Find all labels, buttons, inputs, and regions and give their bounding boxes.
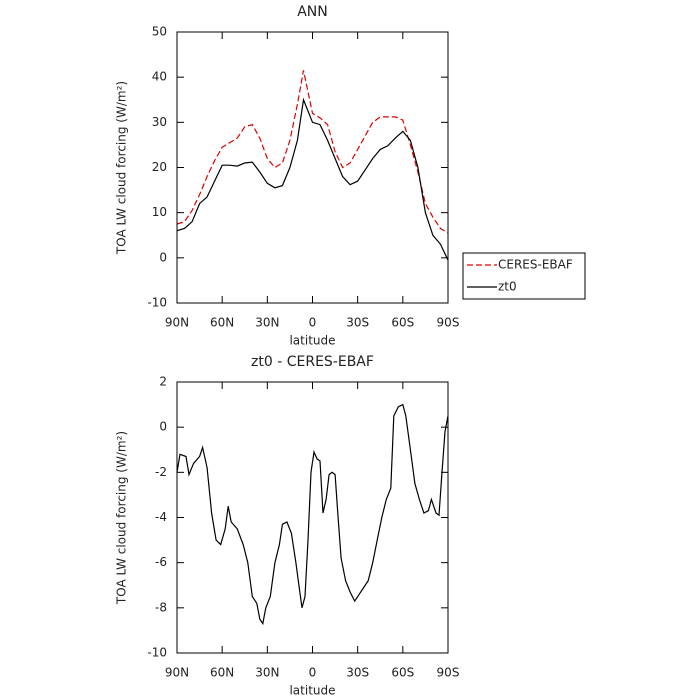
y-axis-label: TOA LW cloud forcing (W/m²) bbox=[115, 81, 129, 255]
x-tick-label: 90S bbox=[437, 666, 460, 680]
y-tick-label: 2 bbox=[159, 375, 167, 389]
x-tick-label: 0 bbox=[309, 316, 317, 330]
x-tick-label: 30N bbox=[255, 666, 279, 680]
x-tick-label: 90S bbox=[437, 316, 460, 330]
x-tick-label: 60S bbox=[391, 316, 414, 330]
y-tick-label: -2 bbox=[155, 465, 167, 479]
x-tick-label: 60N bbox=[210, 316, 234, 330]
y-tick-label: 50 bbox=[152, 25, 167, 39]
y-tick-label: -4 bbox=[155, 510, 167, 524]
y-tick-label: -6 bbox=[155, 555, 167, 569]
y-tick-label: 30 bbox=[152, 115, 167, 129]
x-axis-label: latitude bbox=[289, 684, 335, 698]
y-tick-label: -10 bbox=[147, 646, 167, 660]
series-line bbox=[176, 97, 449, 261]
legend-box bbox=[462, 252, 586, 300]
y-tick-label: -10 bbox=[147, 296, 167, 310]
chart-title: zt0 - CERES-EBAF bbox=[251, 354, 374, 370]
x-tick-label: 60N bbox=[210, 666, 234, 680]
plot-frame bbox=[176, 31, 449, 304]
y-axis-label: TOA LW cloud forcing (W/m²) bbox=[115, 431, 129, 605]
y-tick-label: 10 bbox=[152, 205, 167, 219]
plot-frame bbox=[176, 381, 449, 654]
x-tick-label: 90N bbox=[165, 666, 189, 680]
series-line bbox=[176, 403, 449, 626]
x-tick-label: 0 bbox=[309, 666, 317, 680]
y-tick-label: 40 bbox=[152, 70, 167, 84]
x-axis-label: latitude bbox=[289, 334, 335, 348]
x-tick-label: 30S bbox=[346, 666, 369, 680]
legend-label: zt0 bbox=[498, 280, 517, 294]
y-tick-label: 20 bbox=[152, 160, 167, 174]
x-tick-label: 90N bbox=[165, 316, 189, 330]
x-tick-label: 30N bbox=[255, 316, 279, 330]
y-tick-label: -8 bbox=[155, 600, 167, 614]
series-line bbox=[176, 70, 449, 234]
chart-title: ANN bbox=[297, 4, 328, 20]
y-tick-label: 0 bbox=[159, 420, 167, 434]
legend-label: CERES-EBAF bbox=[498, 258, 573, 272]
y-tick-label: 0 bbox=[159, 250, 167, 264]
x-tick-label: 30S bbox=[346, 316, 369, 330]
x-tick-label: 60S bbox=[391, 666, 414, 680]
